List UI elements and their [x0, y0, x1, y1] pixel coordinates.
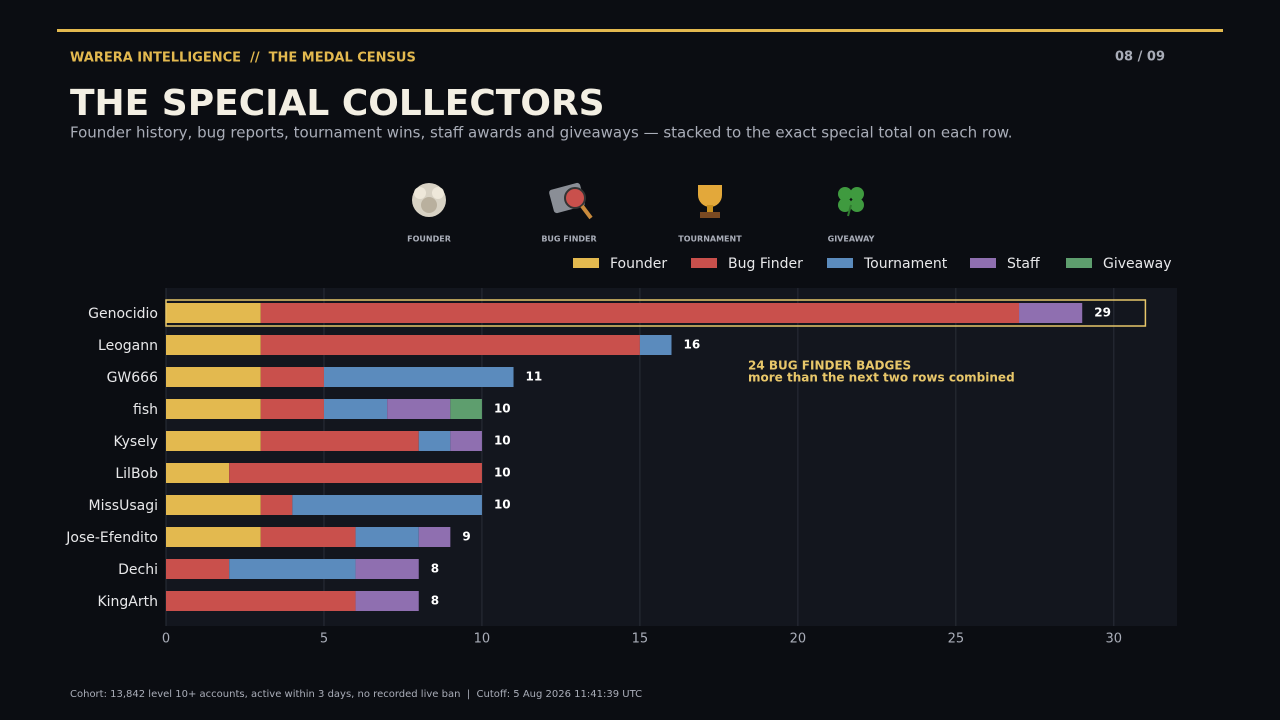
bar-segment	[323, 399, 388, 419]
total-label: 11	[526, 370, 543, 384]
legend-swatch	[1066, 258, 1092, 268]
category-label: GW666	[107, 370, 159, 386]
bar-segment	[166, 591, 356, 611]
category-label: Kysely	[113, 434, 158, 450]
category-label: LilBob	[115, 466, 158, 482]
x-tick-label: 25	[948, 632, 965, 647]
bar-segment	[260, 399, 324, 419]
bar-segment	[355, 559, 419, 579]
bar-segment	[387, 399, 451, 419]
legend-swatch	[691, 258, 717, 268]
top-rule	[57, 29, 1223, 32]
category-label: KingArth	[97, 594, 158, 610]
badge-label: TOURNAMENT	[678, 235, 742, 244]
bar-segment	[166, 463, 230, 483]
x-tick-label: 5	[320, 632, 328, 647]
bar-segment	[166, 367, 261, 387]
legend-swatch	[827, 258, 853, 268]
bar-segment	[260, 335, 640, 355]
bar-segment	[166, 431, 261, 451]
x-tick-label: 10	[474, 632, 491, 647]
giveaway-icon	[838, 187, 864, 217]
category-label: MissUsagi	[89, 498, 158, 514]
bar-segment	[260, 431, 419, 451]
x-tick-label: 0	[162, 632, 170, 647]
total-label: 8	[431, 562, 439, 576]
total-label: 16	[684, 338, 701, 352]
x-tick-label: 30	[1106, 632, 1123, 647]
legend-label: Tournament	[863, 256, 948, 272]
bar-segment	[450, 399, 482, 419]
bar-segment	[229, 559, 356, 579]
badge-label: BUG FINDER	[541, 235, 596, 244]
bar-segment	[418, 431, 451, 451]
bar-segment	[166, 559, 230, 579]
legend-label: Giveaway	[1103, 256, 1172, 272]
title: THE SPECIAL COLLECTORS	[70, 83, 605, 124]
bar-segment	[166, 495, 261, 515]
bar-segment	[166, 527, 261, 547]
founder-icon	[412, 183, 446, 217]
bar-segment	[229, 463, 482, 483]
legend-swatch	[970, 258, 996, 268]
category-label: Leogann	[98, 338, 158, 354]
footer: Cohort: 13,842 level 10+ accounts, activ…	[70, 689, 642, 700]
total-label: 9	[462, 530, 470, 544]
total-label: 10	[494, 498, 511, 512]
bug-finder-icon	[549, 182, 593, 220]
highlight-box	[165, 299, 1147, 327]
bar-segment	[323, 367, 514, 387]
bar-segment	[260, 303, 1020, 323]
bar-segment	[260, 367, 324, 387]
bar-segment	[260, 527, 356, 547]
badge-icons	[412, 182, 864, 220]
bar-segment	[166, 335, 261, 355]
total-label: 10	[494, 466, 511, 480]
category-label: Genocidio	[88, 306, 158, 322]
bar-segment	[166, 303, 261, 323]
subtitle: Founder history, bug reports, tournament…	[70, 124, 1013, 142]
total-label: 8	[431, 594, 439, 608]
bar-segment	[260, 495, 293, 515]
bar-segment	[292, 495, 482, 515]
annotation: 24 BUG FINDER BADGES	[748, 359, 911, 373]
bar-segment	[450, 431, 482, 451]
badge-label: FOUNDER	[407, 235, 451, 244]
category-label: Jose-Efendito	[65, 530, 158, 546]
total-label: 10	[494, 434, 511, 448]
x-tick-label: 15	[632, 632, 649, 647]
total-label: 29	[1094, 306, 1111, 320]
bar-segment	[166, 399, 261, 419]
legend-swatch	[573, 258, 599, 268]
annotation: more than the next two rows combined	[748, 371, 1015, 385]
x-tick-label: 20	[790, 632, 807, 647]
page-number: 08 / 09	[1115, 50, 1165, 65]
category-label: fish	[133, 402, 158, 418]
legend-label: Staff	[1007, 256, 1040, 272]
bar-segment	[1019, 303, 1083, 323]
legend-label: Bug Finder	[728, 256, 803, 272]
bar-segment	[355, 591, 419, 611]
bar-segment	[355, 527, 419, 547]
total-label: 10	[494, 402, 511, 416]
kicker: WARERA INTELLIGENCE // THE MEDAL CENSUS	[70, 51, 416, 66]
tournament-icon	[698, 185, 722, 218]
bar-segment	[639, 335, 672, 355]
badge-label: GIVEAWAY	[828, 235, 875, 244]
legend-label: Founder	[610, 256, 667, 272]
bar-segment	[418, 527, 451, 547]
category-label: Dechi	[118, 562, 158, 578]
